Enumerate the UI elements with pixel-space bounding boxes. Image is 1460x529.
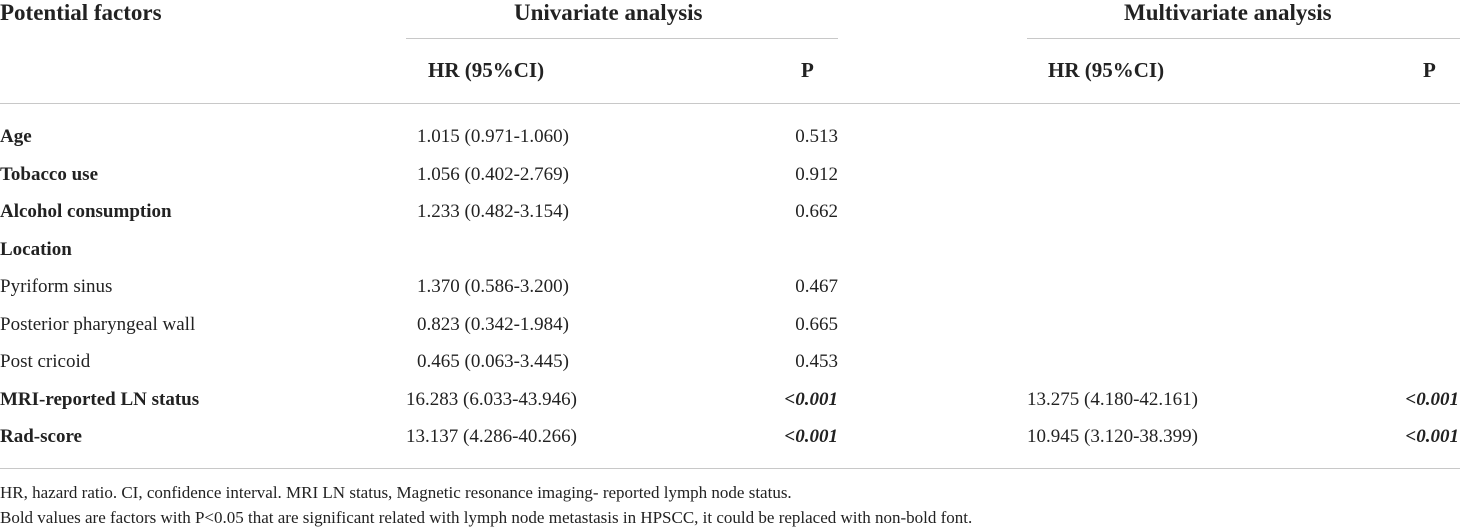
row-label: MRI-reported LN status bbox=[0, 389, 200, 410]
row-label: Age bbox=[0, 126, 32, 147]
row-label: Tobacco use bbox=[0, 164, 99, 185]
header-bottom-rule bbox=[0, 103, 1460, 104]
footnote-abbreviations: HR, hazard ratio. CI, confidence interva… bbox=[0, 483, 792, 502]
univariate-hr-cell: 13.137 (4.286-40.266) bbox=[406, 426, 577, 447]
header-univariate-analysis: Univariate analysis bbox=[514, 0, 703, 25]
multivariate-group-rule bbox=[1027, 38, 1460, 39]
subheader-univariate-hr: HR (95%CI) bbox=[428, 58, 545, 82]
row-label: Posterior pharyngeal wall bbox=[0, 314, 196, 335]
row-label: Post cricoid bbox=[0, 351, 91, 372]
univariate-hr-cell: 0.465 (0.063-3.445) bbox=[417, 351, 569, 372]
univariate-p-cell: <0.001 bbox=[784, 389, 838, 410]
subheader-univariate-p: P bbox=[801, 58, 814, 82]
univariate-hr-cell: 1.056 (0.402-2.769) bbox=[417, 164, 569, 185]
univariate-p-cell: <0.001 bbox=[784, 426, 838, 447]
multivariate-p-cell: <0.001 bbox=[1405, 389, 1459, 410]
multivariate-p-cell: <0.001 bbox=[1405, 426, 1459, 447]
subheader-multivariate-p: P bbox=[1423, 58, 1436, 82]
multivariate-hr-cell: 13.275 (4.180-42.161) bbox=[1027, 389, 1198, 410]
univariate-p-cell: 0.662 bbox=[795, 201, 838, 222]
univariate-hr-cell: 16.283 (6.033-43.946) bbox=[406, 389, 577, 410]
univariate-group-rule bbox=[406, 38, 838, 39]
footnote-bold-values: Bold values are factors with P<0.05 that… bbox=[0, 508, 973, 527]
subheader-multivariate-hr: HR (95%CI) bbox=[1048, 58, 1165, 82]
univariate-hr-cell: 1.233 (0.482-3.154) bbox=[417, 201, 569, 222]
table-bottom-rule bbox=[0, 468, 1460, 469]
row-label: Pyriform sinus bbox=[0, 276, 113, 297]
row-label: Rad-score bbox=[0, 426, 82, 447]
header-multivariate-analysis: Multivariate analysis bbox=[1124, 0, 1332, 25]
row-label: Alcohol consumption bbox=[0, 201, 172, 222]
univariate-p-cell: 0.665 bbox=[795, 314, 838, 335]
univariate-p-cell: 0.912 bbox=[795, 164, 838, 185]
multivariate-hr-cell: 10.945 (3.120-38.399) bbox=[1027, 426, 1198, 447]
univariate-hr-cell: 0.823 (0.342-1.984) bbox=[417, 314, 569, 335]
row-label: Location bbox=[0, 239, 72, 260]
univariate-p-cell: 0.513 bbox=[795, 126, 838, 147]
univariate-p-cell: 0.453 bbox=[795, 351, 838, 372]
univariate-hr-cell: 1.370 (0.586-3.200) bbox=[417, 276, 569, 297]
univariate-p-cell: 0.467 bbox=[795, 276, 838, 297]
header-potential-factors: Potential factors bbox=[0, 0, 162, 25]
univariate-hr-cell: 1.015 (0.971-1.060) bbox=[417, 126, 569, 147]
